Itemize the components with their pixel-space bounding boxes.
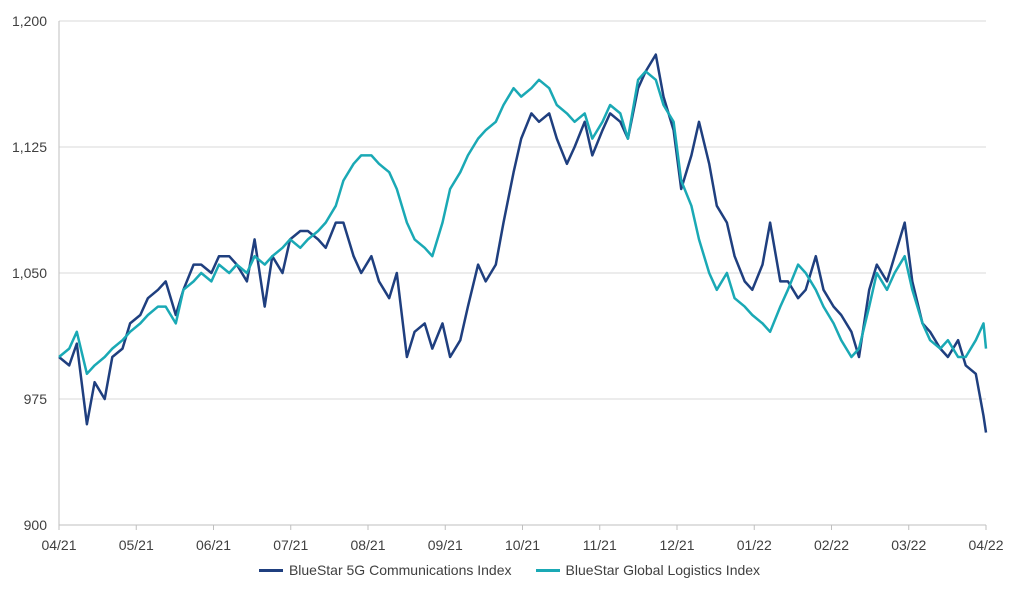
series-line-5g-communications bbox=[58, 53, 988, 433]
legend: BlueStar 5G Communications Index BlueSta… bbox=[0, 562, 1019, 578]
x-tick-label: 03/22 bbox=[891, 537, 926, 553]
x-tick-label: 01/22 bbox=[737, 537, 772, 553]
gridlines bbox=[59, 20, 986, 400]
x-tick-label: 05/21 bbox=[119, 537, 154, 553]
y-tick-label: 1,125 bbox=[12, 139, 47, 155]
series-line-global-logistics bbox=[58, 70, 988, 376]
legend-item-logistics: BlueStar Global Logistics Index bbox=[535, 562, 761, 578]
y-tick-label: 1,050 bbox=[12, 265, 47, 281]
y-tick-label: 900 bbox=[24, 517, 48, 533]
x-tick-label: 11/21 bbox=[583, 537, 617, 553]
y-tick-label: 1,200 bbox=[12, 13, 47, 29]
axes: 900 975 1,050 1,125 1,200 04/21 05/21 06/21 07/2… bbox=[12, 13, 1004, 553]
x-tick-label: 02/22 bbox=[814, 537, 849, 553]
x-tick-label: 12/21 bbox=[659, 537, 694, 553]
legend-item-5g: BlueStar 5G Communications Index bbox=[258, 562, 512, 578]
x-tick-label: 07/21 bbox=[273, 537, 308, 553]
legend-swatch-logistics bbox=[535, 568, 560, 572]
x-tick-label: 09/21 bbox=[428, 537, 463, 553]
y-tick-label: 975 bbox=[24, 391, 48, 407]
x-tick-label: 06/21 bbox=[196, 537, 231, 553]
legend-label-5g: BlueStar 5G Communications Index bbox=[288, 562, 512, 578]
legend-swatch-5g bbox=[258, 568, 283, 572]
series-lines bbox=[58, 53, 988, 433]
x-tick-label: 04/22 bbox=[968, 537, 1003, 553]
x-tick-label: 08/21 bbox=[350, 537, 385, 553]
x-tick-label: 04/21 bbox=[41, 537, 76, 553]
legend-label-logistics: BlueStar Global Logistics Index bbox=[565, 562, 761, 578]
x-tick-label: 10/21 bbox=[505, 537, 540, 553]
